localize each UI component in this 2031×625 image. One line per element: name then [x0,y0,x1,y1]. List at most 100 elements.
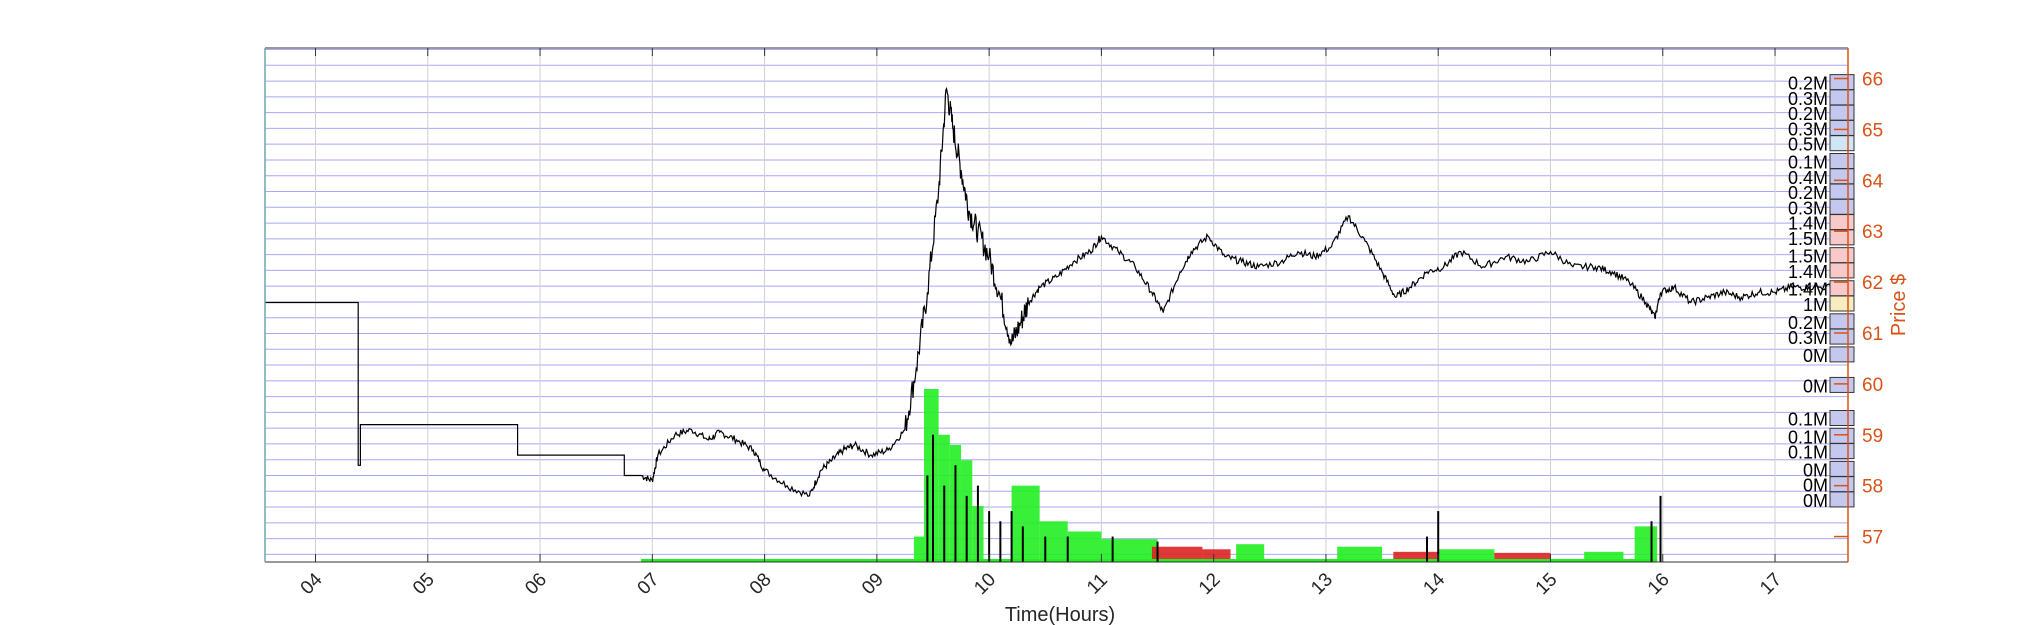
y-tick-label: 62 [1862,273,1883,294]
volume-profile-bar [1829,443,1855,460]
volume-profile-label: 0.2M [1788,74,1828,94]
volume-bin-up [1634,526,1658,562]
volume-profile-label: 0.2M [1788,183,1828,203]
y-tick-label: 63 [1862,222,1883,243]
volume-profile-bar [1829,410,1855,427]
volume-profile-bar [1829,104,1855,121]
volume-profile-label: 1.5M [1788,229,1828,249]
volume-profile-label: 1M [1803,295,1828,315]
volume-profile-label: 1.4M [1788,262,1828,282]
volume-profile-bar [1829,376,1855,393]
x-tick-label: 07 [634,569,664,599]
volume-profile-bar [1829,74,1855,91]
y-tick-label: 64 [1862,171,1884,192]
volume-bin-down [1202,549,1231,562]
volume-profile-bar [1829,89,1855,106]
y-tick-label: 61 [1862,324,1883,345]
horizontal-gridlines [265,49,1848,555]
volume-profile-label: 0M [1803,346,1828,366]
volume-profile-label: 0.3M [1788,328,1828,348]
volume-profile: 0.2M0.3M0.2M0.3M0.5M0.1M0.4M0.2M0.3M1.4M… [1788,74,1855,511]
volume-profile-bar [1829,247,1855,264]
volume-bin-up [1236,544,1265,562]
volume-profile-label: 0M [1803,491,1828,511]
volume-profile-bar [1829,476,1855,493]
volume-profile-bar [1829,153,1855,170]
volume-spikes [926,434,1662,562]
volume-profile-label: 1.5M [1788,247,1828,267]
volume-profile-label: 0.2M [1788,313,1828,333]
x-tick-label: 06 [521,569,551,599]
volume-profile-bar [1829,229,1855,246]
volume-bin-up [1337,546,1383,562]
x-tick-label: 12 [1195,569,1225,599]
volume-bin-up [913,536,925,562]
volume-bin-up [1438,549,1495,562]
volume-profile-label: 0.5M [1788,135,1828,155]
volume-bin-up [924,388,939,562]
volume-profile-bar [1829,427,1855,444]
y-axis-ticks: 57 58 59 60 61 62 63 64 65 66 [1834,70,1884,549]
y-tick-label: 58 [1862,477,1883,498]
volume-bin-up [1039,521,1068,562]
x-tick-label: 17 [1756,569,1786,599]
volume-profile-bar [1829,168,1855,185]
x-tick-label: 09 [858,569,888,599]
volume-bin-up [1101,539,1158,562]
volume-bin-up [1584,551,1624,562]
volume-profile-bar [1829,313,1855,330]
volume-profile-label: 0.4M [1788,168,1828,188]
y-tick-label: 57 [1862,528,1883,549]
volume-profile-label: 0.2M [1788,104,1828,124]
volume-profile-bar [1829,135,1855,152]
volume-profile-label: 0M [1803,460,1828,480]
x-tick-label: 04 [297,569,327,599]
volume-profile-bar [1829,328,1855,345]
volume-bin-down [1393,551,1439,562]
volume-bin-down [1151,546,1203,562]
volume-profile-label: 0.1M [1788,410,1828,430]
x-axis-ticks: 04 05 06 07 08 09 10 11 12 13 14 15 16 17 [297,48,1786,599]
volume-profile-bar [1829,491,1855,508]
x-tick-label: 08 [746,569,776,599]
volume-profile-bar [1829,280,1855,297]
volume-profile-bar [1829,183,1855,200]
x-tick-label: 15 [1532,569,1562,599]
x-tick-label: 11 [1083,570,1112,599]
y-tick-label: 59 [1862,426,1883,447]
volume-bin-up [1067,531,1102,562]
x-tick-label: 16 [1644,569,1674,599]
volume-profile-bar [1829,262,1855,279]
volume-profile-bar [1829,460,1855,477]
volume-profile-label: 0M [1803,376,1828,396]
x-tick-label: 10 [970,569,1000,599]
axes [264,47,1849,563]
volume-profile-label: 1.4M [1788,214,1828,234]
price-line [265,87,1837,498]
x-tick-label: 13 [1307,569,1337,599]
volume-profile-label: 0.3M [1788,119,1828,139]
x-tick-label: 05 [409,569,439,599]
volume-profile-label: 1.4M [1788,280,1828,300]
volume-profile-label: 0.1M [1788,443,1828,463]
volume-profile-label: 0.3M [1788,198,1828,218]
volume-profile-bar [1829,119,1855,136]
x-tick-label: 14 [1419,569,1449,599]
vertical-gridlines [315,48,1776,562]
volume-profile-bar [1829,214,1855,231]
volume-bin-up [1011,485,1040,562]
volume-profile-bar [1829,346,1855,363]
volume-profile-label: 0.1M [1788,153,1828,173]
volume-bin-down [1494,552,1551,562]
y-tick-label: 65 [1862,120,1883,141]
y-axis-title: Price $ [1888,274,1910,336]
volume-profile-label: 0M [1803,476,1828,496]
y-tick-label: 60 [1862,375,1883,396]
x-axis-title: Time(Hours) [1005,604,1115,625]
y-tick-label: 66 [1862,70,1883,91]
volume-profile-bar [1829,295,1855,312]
price-series [265,87,1837,498]
volume-baseline [641,559,1658,562]
volume-profile-label: 0.3M [1788,89,1828,109]
